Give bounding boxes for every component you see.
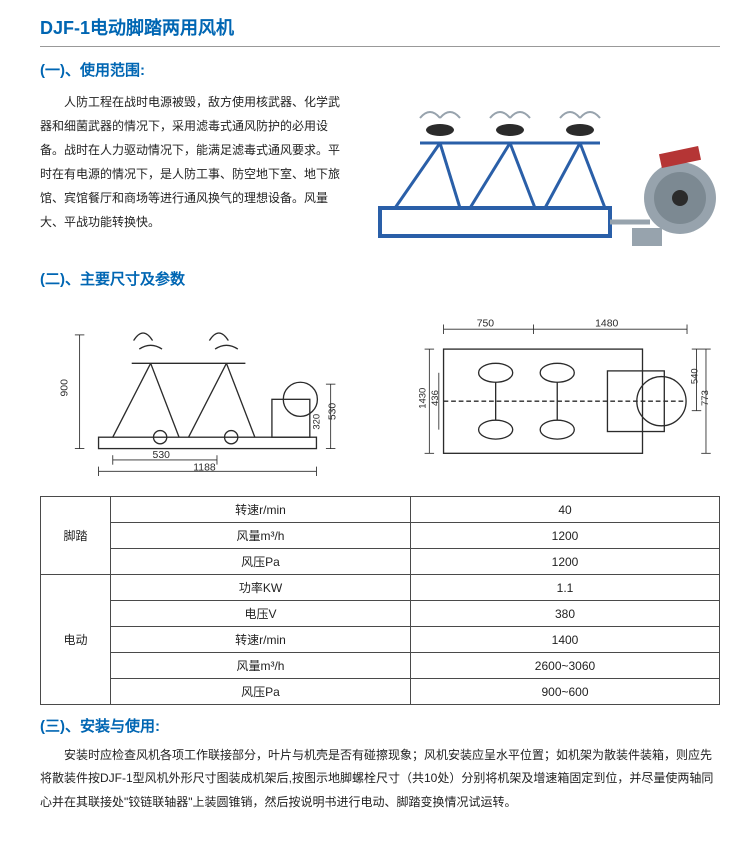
value-cell: 1.1 — [411, 575, 720, 601]
param-cell: 转速r/min — [111, 497, 411, 523]
diagram-plan-svg: 750 1480 540 773 — [385, 297, 720, 477]
spec-table: 脚踏 转速r/min 40 风量m³/h 1200 风压Pa 1200 电动 功… — [40, 496, 720, 705]
value-cell: 900~600 — [411, 679, 720, 705]
table-row: 脚踏 转速r/min 40 — [41, 497, 720, 523]
value-cell: 1400 — [411, 627, 720, 653]
table-row: 风压Pa 1200 — [41, 549, 720, 575]
value-cell: 380 — [411, 601, 720, 627]
diagram-side-svg: 900 530 320 53 — [40, 297, 375, 477]
table-row: 转速r/min 1400 — [41, 627, 720, 653]
param-cell: 风量m³/h — [111, 653, 411, 679]
usage-text: 人防工程在战时电源被毁，敌方使用核武器、化学武器和细菌武器的情况下，采用滤毒式通… — [40, 88, 348, 258]
dim-1188: 1188 — [193, 462, 216, 473]
dim-1480: 1480 — [595, 318, 618, 329]
diagram-plan: 750 1480 540 773 — [385, 297, 720, 482]
value-cell: 2600~3060 — [411, 653, 720, 679]
value-cell: 1200 — [411, 549, 720, 575]
section-3-heading: (三)、安装与使用: — [40, 715, 720, 736]
table-row: 风量m³/h 1200 — [41, 523, 720, 549]
table-row: 风压Pa 900~600 — [41, 679, 720, 705]
section-2-heading: (二)、主要尺寸及参数 — [40, 268, 720, 289]
table-row: 电动 功率KW 1.1 — [41, 575, 720, 601]
group-motor: 电动 — [41, 575, 111, 705]
param-cell: 风压Pa — [111, 549, 411, 575]
page: DJF-1电动脚踏两用风机 (一)、使用范围: 人防工程在战时电源被毁，敌方使用… — [0, 0, 750, 824]
value-cell: 40 — [411, 497, 720, 523]
dim-900: 900 — [59, 379, 70, 397]
diagram-side: 900 530 320 53 — [40, 297, 375, 482]
param-cell: 风压Pa — [111, 679, 411, 705]
group-pedal: 脚踏 — [41, 497, 111, 575]
table-row: 电压V 380 — [41, 601, 720, 627]
top-block: 人防工程在战时电源被毁，敌方使用核武器、化学武器和细菌武器的情况下，采用滤毒式通… — [40, 88, 720, 258]
section-1-heading: (一)、使用范围: — [40, 59, 720, 80]
dim-773: 773 — [700, 390, 711, 406]
dim-1430: 1430 — [418, 388, 429, 409]
page-title: DJF-1电动脚踏两用风机 — [40, 14, 720, 47]
param-cell: 风量m³/h — [111, 523, 411, 549]
dim-320: 320 — [311, 414, 322, 430]
dim-436: 436 — [430, 390, 441, 406]
param-cell: 功率KW — [111, 575, 411, 601]
product-photo — [360, 88, 720, 258]
diagrams-row: 900 530 320 53 — [40, 297, 720, 482]
dim-530b: 530 — [327, 403, 338, 421]
param-cell: 转速r/min — [111, 627, 411, 653]
dim-540: 540 — [689, 368, 700, 384]
install-text: 安装时应检查风机各项工作联接部分，叶片与机壳是否有碰擦现象；风机安装应呈水平位置… — [40, 744, 720, 814]
dim-750: 750 — [477, 318, 495, 329]
table-row: 风量m³/h 2600~3060 — [41, 653, 720, 679]
value-cell: 1200 — [411, 523, 720, 549]
product-svg — [360, 88, 720, 258]
param-cell: 电压V — [111, 601, 411, 627]
dim-530a: 530 — [153, 450, 171, 461]
